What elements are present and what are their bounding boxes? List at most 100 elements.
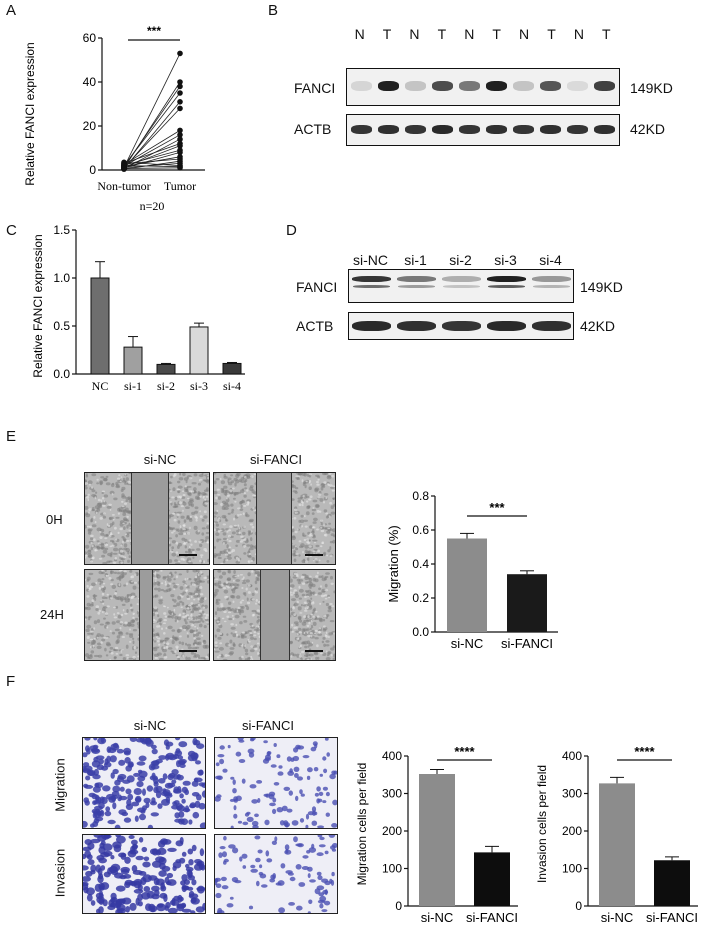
panel-e-bar [507, 574, 547, 632]
panel-e-image-sifanci-0h [213, 472, 336, 565]
panel-e-chart: Migration (%) 0.0 0.2 0.4 0.6 0.8 si-NC si-FA… [386, 489, 558, 651]
blot-band [405, 81, 426, 91]
panel-c-ytick-label: 1.0 [53, 271, 70, 285]
lane-label: si-3 [494, 252, 517, 268]
micrograph-texture [83, 738, 205, 828]
panel-f-invasion-sig: **** [634, 744, 655, 759]
micrograph-texture [85, 570, 209, 660]
blot-band [487, 276, 526, 282]
scale-bar [179, 554, 197, 556]
panel-d-fanci-blot [348, 269, 574, 303]
panel-f-migration-ytick-label: 300 [382, 787, 402, 801]
panel-a-pair-line [123, 167, 181, 169]
panel-c-xtick-label: si-3 [190, 379, 208, 393]
blot-band [594, 81, 615, 91]
blot-band [351, 81, 372, 91]
micrograph-texture [215, 738, 337, 828]
panel-f-col-sinc: si-NC [133, 718, 167, 733]
lane-label: N [464, 26, 475, 42]
panel-c-xtick-label: NC [92, 379, 109, 393]
micrograph-texture [83, 835, 205, 913]
panel-f-image-sifanci-invasion [214, 834, 338, 914]
lane-label: T [382, 26, 392, 42]
panel-e-image-sifanci-24h [213, 569, 336, 661]
lane-label: T [547, 26, 556, 42]
panel-e-sig: *** [489, 500, 505, 515]
panel-d-row2-label: ACTB [296, 318, 334, 334]
blot-band [398, 285, 435, 288]
panel-a-pair-line [123, 108, 181, 169]
panel-e-ylabel: Migration (%) [386, 525, 401, 602]
panel-d-row2-size: 42KD [580, 318, 616, 334]
panel-e-xtick-label: si-NC [451, 636, 484, 651]
blot-band [405, 125, 426, 134]
panel-e-ytick-label: 0.0 [412, 625, 429, 639]
panel-f-invasion-ytick-label: 200 [562, 824, 582, 838]
panel-a-point-tumor [177, 99, 183, 105]
blot-band [432, 125, 453, 134]
panel-f-migration-ytick-label: 100 [382, 862, 402, 876]
scratch-gap [131, 473, 169, 564]
blot-band [540, 81, 561, 91]
panel-letter-e: E [6, 428, 17, 445]
panel-a-point-tumor [177, 50, 183, 57]
panel-b-blot: N T N T N T N T N T FANCI 149KD ACTB 42KD [270, 20, 700, 170]
panel-f-migration-xtick-label: si-FANCI [466, 910, 518, 925]
blot-band [351, 125, 372, 134]
panel-a-point-tumor [177, 143, 183, 149]
panel-f-migration-chart: Migration cells per field 0100200300400 … [355, 744, 518, 925]
blot-band [442, 321, 481, 331]
panel-c-ytick-label: 0.0 [53, 367, 70, 381]
panel-d-row1-size: 149KD [580, 279, 623, 295]
lane-label: N [409, 26, 420, 42]
panel-c-xtick-label: si-1 [124, 379, 142, 393]
panel-b-row1-size: 149KD [630, 80, 673, 96]
blot-band [352, 276, 391, 282]
panel-f-migration-bar [474, 852, 510, 906]
panel-f-invasion-bar [654, 860, 690, 906]
scale-bar [305, 554, 323, 556]
blot-band [567, 125, 588, 134]
panel-a-point-tumor [177, 165, 183, 171]
lane-label: T [437, 26, 447, 42]
blot-band [513, 125, 534, 134]
blot-band [378, 81, 399, 91]
blot-band [532, 321, 571, 331]
blot-band [353, 285, 390, 288]
panel-f-migration-sig: **** [454, 744, 475, 759]
blot-band [432, 81, 453, 91]
panel-a-pair-line [123, 161, 181, 166]
panel-letter-a: A [6, 2, 17, 19]
panel-a-n-label: n=20 [140, 199, 165, 213]
panel-a-pair-line [123, 92, 181, 166]
panel-a-pair-line [123, 53, 181, 168]
panel-f-row-migration: Migration [52, 758, 68, 812]
blot-band [567, 81, 588, 91]
panel-letter-c: C [6, 222, 17, 239]
panel-e-row-24h: 24H [40, 607, 64, 622]
panel-e-xtick-label: si-FANCI [501, 636, 553, 651]
panel-letter-b: B [268, 2, 279, 19]
panel-a-ylabel: Relative FANCI expression [23, 42, 37, 185]
panel-a-point-tumor [177, 79, 183, 85]
panel-a-chart: Relative FANCI expression 0 20 40 60 *** No… [23, 24, 205, 213]
panel-e-ytick-label: 0.6 [412, 523, 429, 537]
panel-b-actb-blot [346, 114, 620, 146]
panel-f-migration-bar [419, 774, 455, 906]
panel-letter-f: F [6, 673, 16, 690]
panel-c-bar [222, 362, 242, 375]
lane-label: si-NC [353, 252, 388, 268]
blot-band [459, 81, 480, 91]
blot-band [594, 125, 615, 134]
blot-band [533, 285, 570, 288]
panel-c-ytick-label: 0.5 [53, 319, 70, 333]
panel-a-ytick-label: 20 [83, 119, 97, 133]
panel-a-point-tumor [177, 132, 183, 138]
panel-a-point-tumor [177, 83, 183, 90]
panel-f-invasion-ytick-label: 100 [562, 862, 582, 876]
panel-b-row2-size: 42KD [630, 121, 666, 137]
scale-bar [179, 650, 197, 652]
panel-c-bar [123, 346, 143, 375]
lane-label: N [519, 26, 530, 42]
panel-f-invasion-ylabel: Invasion cells per field [535, 765, 549, 883]
